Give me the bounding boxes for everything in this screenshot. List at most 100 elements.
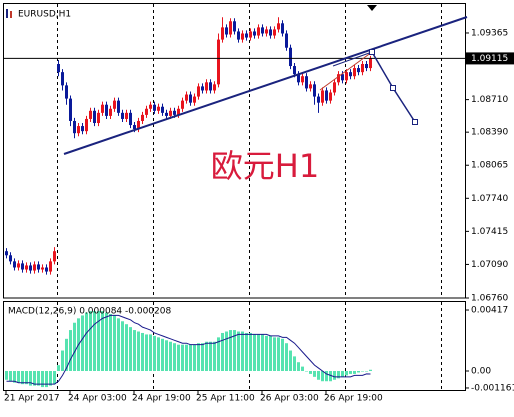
- macd-bar: [101, 311, 104, 371]
- chart-title: EURUSD,H1: [18, 10, 71, 20]
- plot: 1.06760 1.07090 1.07415 1.07740 1.08065 1.083…: [4, 17, 514, 404]
- macd-bar: [165, 340, 168, 371]
- candle-body: [69, 98, 72, 121]
- candle-body: [73, 120, 76, 134]
- candle-body: [181, 100, 184, 109]
- candle-body: [217, 39, 220, 85]
- macd-bar: [269, 335, 272, 371]
- y-tick-label: 1.07740: [471, 194, 508, 204]
- candle-body: [233, 21, 236, 32]
- candle-body: [361, 64, 364, 73]
- macd-bar: [253, 334, 256, 371]
- macd-bar: [365, 370, 368, 372]
- macd-bar: [345, 370, 348, 376]
- annotation: 欧元H1: [211, 147, 319, 185]
- y-tick-label: 1.07415: [471, 227, 508, 237]
- y-tick-label: 1.08710: [471, 95, 508, 105]
- wedge-line: [319, 51, 373, 91]
- candle-body: [25, 265, 28, 270]
- macd-bar: [181, 344, 184, 371]
- candle-body: [265, 29, 268, 34]
- candle-body: [189, 94, 192, 103]
- x-tick-label: 25 Apr 11:00: [196, 394, 255, 404]
- macd-bar: [73, 322, 76, 371]
- macd-bar: [317, 370, 320, 380]
- candle-body: [13, 261, 16, 268]
- y-tick-label: 1.06760: [471, 294, 508, 304]
- y-tick-label: 1.08390: [471, 128, 508, 138]
- candle-body: [41, 267, 44, 270]
- candle-body: [65, 85, 68, 99]
- candle-body: [141, 114, 144, 121]
- macd-bar: [61, 350, 64, 371]
- candle-body: [45, 267, 48, 272]
- candle-body: [165, 112, 168, 116]
- macd-bar: [329, 370, 332, 382]
- candle-body: [285, 33, 288, 48]
- candle-body: [257, 27, 260, 36]
- macd-bar: [233, 330, 236, 371]
- macd-bar: [13, 370, 16, 383]
- x-tick-label: 26 Apr 03:00: [260, 394, 319, 404]
- candle-body: [61, 72, 64, 86]
- candle-body: [341, 74, 344, 81]
- macd-bar: [297, 362, 300, 371]
- macd-bar: [353, 370, 356, 374]
- grid: [57, 4, 442, 390]
- macd-bar: [325, 370, 328, 382]
- macd-bar: [201, 343, 204, 371]
- drawn-objects: [63, 16, 468, 155]
- candle-body: [249, 31, 252, 38]
- candle-body: [317, 96, 320, 103]
- candle-body: [309, 84, 312, 89]
- macd-bar: [285, 343, 288, 371]
- candle-body: [149, 104, 152, 109]
- macd-bar: [277, 337, 280, 371]
- candle-body: [81, 126, 84, 132]
- macd-bar: [169, 341, 172, 371]
- x-tick-label: 24 Apr 03:00: [68, 394, 127, 404]
- candle-body: [169, 110, 172, 116]
- macd-bar: [85, 312, 88, 371]
- candle-body: [301, 76, 304, 83]
- candle-body: [97, 112, 100, 124]
- candle-body: [213, 84, 216, 91]
- candle-body: [229, 21, 232, 35]
- candle-body: [369, 58, 372, 69]
- candle-body: [325, 90, 328, 101]
- price-label-box: [466, 52, 514, 65]
- macd-bar: [57, 365, 60, 371]
- macd-bar: [337, 370, 340, 379]
- candle-body: [109, 108, 112, 116]
- macd-bar: [301, 366, 304, 371]
- macd-bar: [137, 331, 140, 371]
- macd-bar: [217, 337, 220, 371]
- candle-body: [53, 251, 56, 262]
- signal-line: [6, 314, 371, 385]
- macd-bar: [309, 370, 312, 374]
- macd-bar: [21, 370, 24, 385]
- macd-bar: [245, 332, 248, 371]
- candle-body: [117, 100, 120, 113]
- candle-body: [297, 74, 300, 83]
- macd-bar: [177, 344, 180, 371]
- macd-bar: [121, 321, 124, 371]
- candle-body: [221, 27, 224, 40]
- macd-bar: [209, 341, 212, 371]
- trend-line: [63, 16, 468, 155]
- macd-bar: [221, 332, 224, 371]
- macd-bar: [257, 334, 260, 371]
- wedge-line: [332, 51, 373, 67]
- macd-bar: [241, 331, 244, 371]
- macd-bar: [281, 338, 284, 371]
- candle-body: [49, 261, 52, 272]
- candle-body: [333, 82, 336, 93]
- candle-body: [209, 82, 212, 91]
- candle-body: [5, 251, 8, 256]
- price-label: 1.09115: [471, 54, 508, 64]
- macd-bar: [29, 370, 32, 386]
- macd-bar: [125, 324, 128, 371]
- macd-bar: [109, 313, 112, 371]
- macd-bar: [197, 343, 200, 371]
- macd-bar: [357, 370, 360, 373]
